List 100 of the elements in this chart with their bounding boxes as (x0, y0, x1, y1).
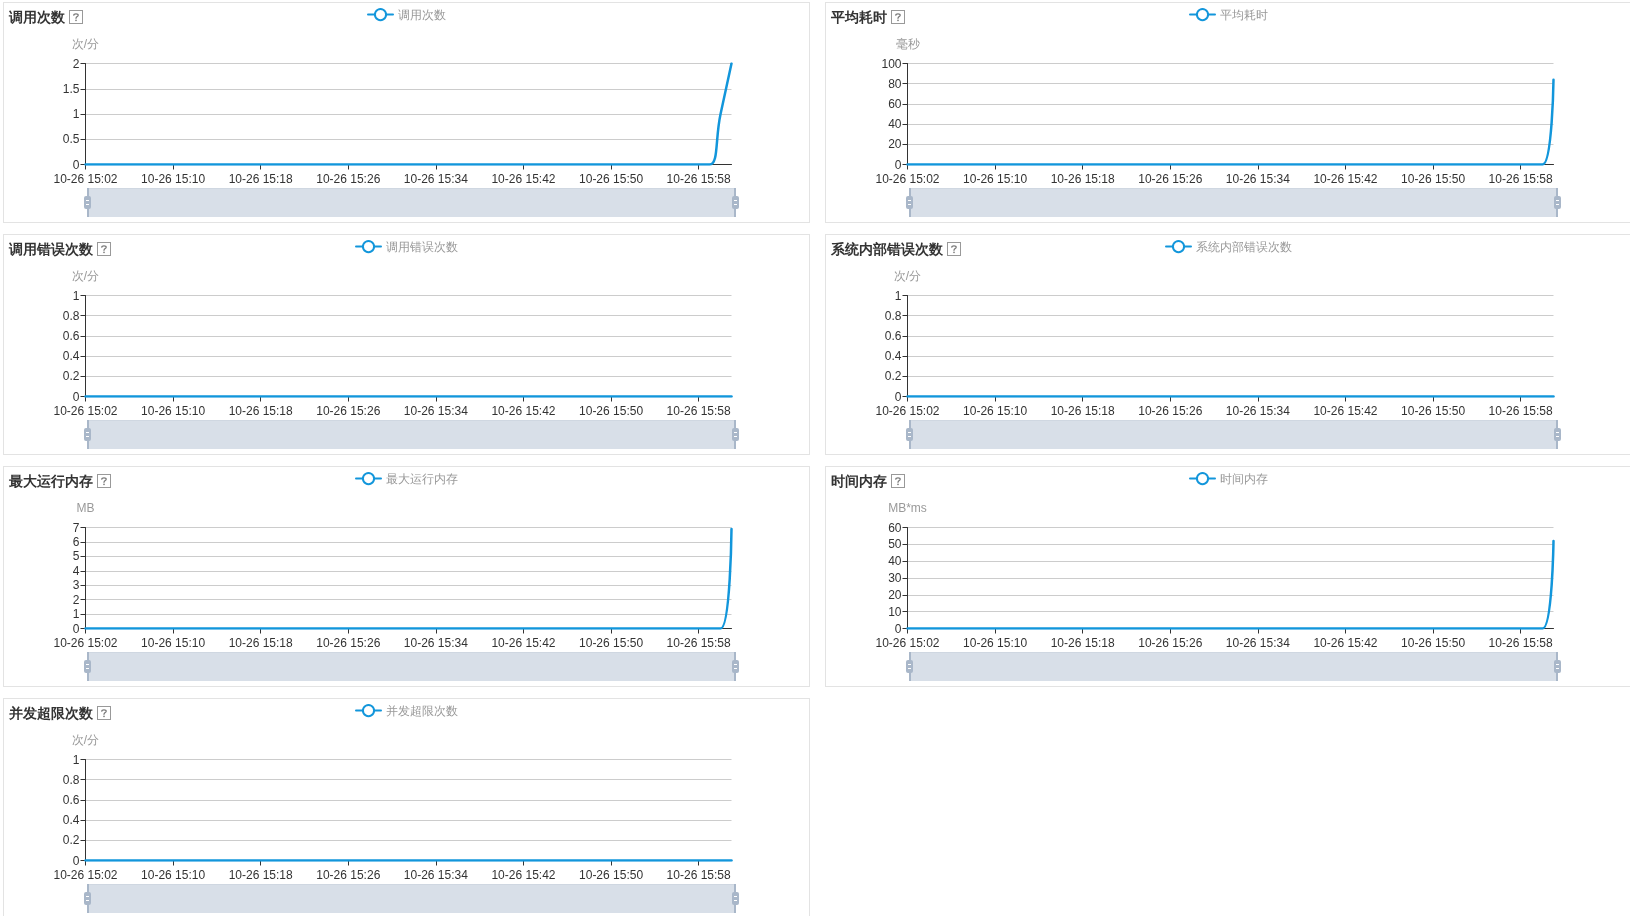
y-tick-label: 0 (72, 621, 80, 636)
legend-label: 时间内存 (1220, 471, 1268, 486)
chart-title: 并发超限次数 (9, 704, 93, 722)
legend-label: 调用错误次数 (386, 239, 458, 254)
x-tick-label: 10-26 15:50 (1401, 403, 1466, 418)
x-tick-label: 10-26 15:42 (1313, 403, 1378, 418)
x-tick-label: 10-26 15:02 (875, 403, 940, 418)
legend-label: 并发超限次数 (386, 703, 458, 718)
y-tick-label: 0 (894, 621, 902, 636)
y-tick-label: 0 (72, 157, 80, 172)
y-tick-label: 3 (72, 578, 80, 593)
x-tick-label: 10-26 15:10 (963, 171, 1028, 186)
x-tick-label: 10-26 15:34 (1225, 635, 1291, 650)
x-tick-label: 10-26 15:26 (1138, 635, 1203, 650)
x-tick-label: 10-26 15:34 (403, 635, 469, 650)
x-tick-label: 10-26 15:18 (1050, 635, 1116, 650)
y-tick-label: 0.5 (62, 132, 80, 147)
y-tick-label: 20 (888, 137, 902, 152)
y-axis-title: MB (76, 500, 95, 515)
x-tick-label: 10-26 15:42 (1313, 635, 1378, 650)
y-tick-label: 30 (888, 571, 902, 585)
y-tick-label: 0.8 (62, 772, 80, 787)
chart-title: 最大运行内存 (9, 472, 93, 490)
x-tick-label: 10-26 15:58 (1488, 171, 1553, 186)
x-tick-label: 10-26 15:58 (666, 171, 731, 186)
legend-label: 平均耗时 (1220, 7, 1268, 22)
y-tick-label: 0.2 (62, 833, 80, 848)
legend-label: 系统内部错误次数 (1196, 239, 1292, 254)
x-tick-label: 10-26 15:34 (1225, 171, 1291, 186)
y-tick-label: 50 (888, 537, 902, 552)
y-tick-label: 0.4 (884, 349, 902, 364)
x-tick-label: 10-26 15:02 (53, 867, 118, 882)
y-tick-label: 0.6 (62, 328, 80, 343)
x-tick-label: 10-26 15:58 (666, 635, 731, 650)
y-tick-label: 0 (894, 157, 902, 172)
x-tick-label: 10-26 15:02 (53, 635, 118, 650)
y-tick-label: 0.4 (62, 813, 80, 828)
x-tick-label: 10-26 15:58 (666, 867, 731, 882)
x-tick-label: 10-26 15:58 (1488, 403, 1553, 418)
y-tick-label: 0.8 (884, 308, 902, 323)
chart-title: 时间内存 (831, 472, 887, 490)
y-tick-label: 1 (72, 752, 80, 767)
x-tick-label: 10-26 15:26 (316, 867, 381, 882)
legend-label: 调用次数 (398, 7, 446, 22)
y-axis-title: 次/分 (71, 732, 100, 747)
y-tick-label: 0 (894, 389, 902, 404)
x-tick-label: 10-26 15:50 (579, 171, 644, 186)
x-tick-label: 10-26 15:02 (53, 403, 118, 418)
y-tick-label: 1 (72, 107, 80, 121)
y-tick-label: 80 (888, 76, 902, 91)
x-tick-label: 10-26 15:18 (228, 403, 294, 418)
y-tick-label: 6 (72, 534, 80, 549)
x-tick-label: 10-26 15:18 (1050, 403, 1116, 418)
y-tick-label: 2 (72, 592, 80, 607)
x-tick-label: 10-26 15:34 (403, 403, 469, 418)
legend-label: 最大运行内存 (386, 471, 458, 486)
x-tick-label: 10-26 15:18 (228, 867, 294, 882)
x-tick-label: 10-26 15:26 (316, 171, 381, 186)
x-tick-label: 10-26 15:18 (228, 171, 294, 186)
y-axis-title: 毫秒 (895, 36, 920, 51)
x-tick-label: 10-26 15:50 (579, 403, 644, 418)
y-tick-label: 5 (72, 549, 80, 564)
y-tick-label: 1 (894, 288, 902, 303)
y-tick-label: 0 (72, 389, 80, 404)
x-tick-label: 10-26 15:10 (141, 635, 206, 650)
y-tick-label: 0.6 (62, 792, 80, 807)
y-tick-label: 10 (888, 604, 902, 619)
y-tick-label: 40 (888, 554, 902, 569)
x-tick-label: 10-26 15:50 (579, 635, 644, 650)
x-tick-label: 10-26 15:26 (316, 403, 381, 418)
y-axis-title: 次/分 (71, 36, 100, 51)
chart-title: 平均耗时 (831, 8, 887, 26)
y-axis-title: MB*ms (888, 500, 927, 515)
x-tick-label: 10-26 15:10 (141, 171, 206, 186)
y-tick-label: 0.6 (884, 328, 902, 343)
x-tick-label: 10-26 15:58 (666, 403, 731, 418)
y-axis-title: 次/分 (893, 268, 922, 283)
x-tick-label: 10-26 15:18 (1050, 171, 1116, 186)
y-tick-label: 20 (888, 587, 902, 602)
x-tick-label: 10-26 15:50 (1401, 635, 1466, 650)
y-tick-label: 0.2 (884, 369, 902, 384)
y-tick-label: 0 (72, 853, 80, 868)
x-tick-label: 10-26 15:10 (141, 403, 206, 418)
x-tick-label: 10-26 15:34 (403, 867, 469, 882)
y-tick-label: 100 (881, 56, 902, 71)
y-tick-label: 0.2 (62, 369, 80, 384)
chart-title: 调用错误次数 (9, 240, 93, 258)
x-tick-label: 10-26 15:50 (1401, 171, 1466, 186)
x-tick-label: 10-26 15:50 (579, 867, 644, 882)
x-tick-label: 10-26 15:10 (141, 867, 206, 882)
x-tick-label: 10-26 15:42 (491, 635, 556, 650)
x-tick-label: 10-26 15:58 (1488, 635, 1553, 650)
y-tick-label: 60 (888, 520, 902, 535)
x-tick-label: 10-26 15:26 (316, 635, 381, 650)
y-axis-title: 次/分 (71, 268, 100, 283)
x-tick-label: 10-26 15:42 (491, 867, 556, 882)
y-tick-label: 1.5 (62, 81, 80, 96)
y-tick-label: 7 (72, 520, 80, 535)
y-tick-label: 4 (72, 563, 80, 578)
chart-title: 调用次数 (9, 8, 65, 26)
